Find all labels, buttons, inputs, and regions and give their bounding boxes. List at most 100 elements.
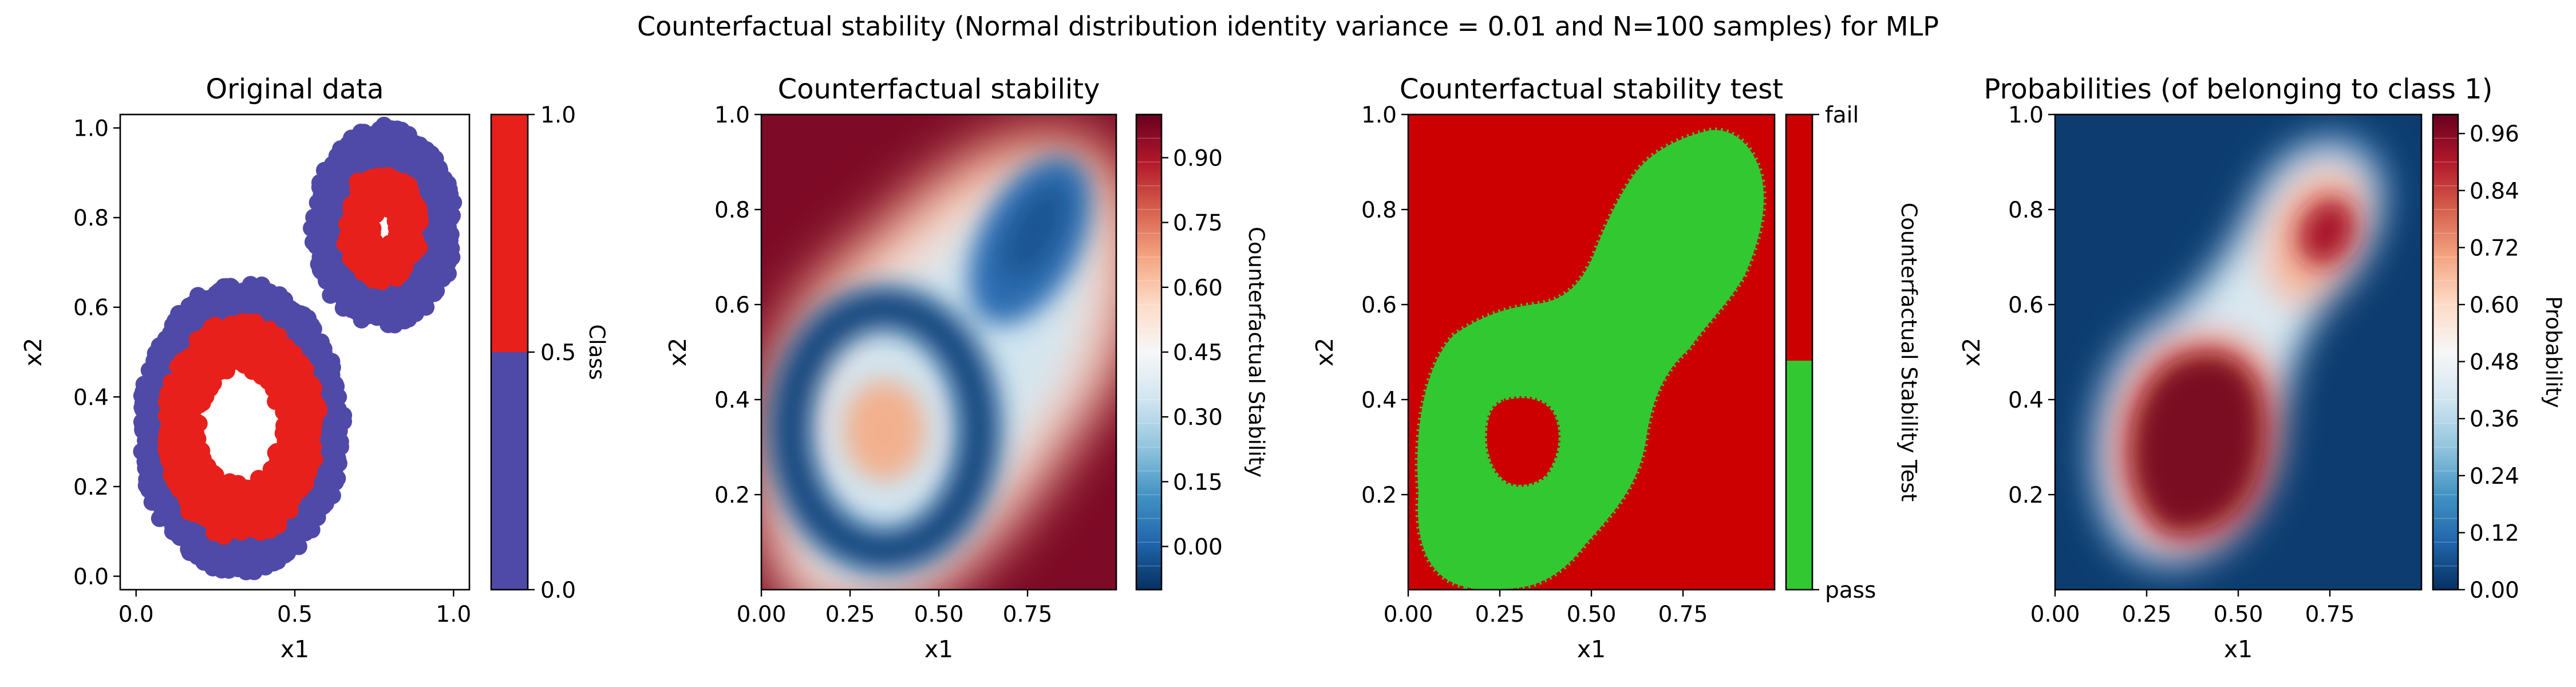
scatter-point	[140, 481, 157, 499]
scatter-point	[362, 232, 380, 250]
scatter-point	[285, 377, 302, 395]
scatter-point	[251, 543, 268, 560]
scatter-point	[201, 303, 219, 321]
colorbar-ticks: 0.00 0.15 0.30 0.45 0.60 0.75 0.90	[1161, 145, 1223, 560]
center-fail-region	[1485, 396, 1561, 487]
scatter-point	[268, 447, 286, 464]
panel-counterfactual-stability: Counterfactual stability 0.00 0.25 0.50 0.7…	[664, 73, 1269, 663]
scatter-point	[311, 212, 329, 230]
panel-title-counterfactual-stability: Counterfactual stability	[778, 73, 1100, 105]
scatter-point	[318, 422, 335, 440]
x-axis-label: x1	[2224, 635, 2253, 663]
scatter-point	[135, 376, 153, 393]
scatter-point	[199, 355, 216, 373]
scatter-point	[321, 358, 338, 376]
colorbar-ticks: 0.0 0.5 1.0	[528, 102, 576, 603]
scatter-point	[361, 130, 378, 148]
y-axis: 0.2 0.4 0.6 0.8 1.0	[714, 102, 761, 508]
panel-title-stability-test: Counterfactual stability test	[1400, 73, 1783, 105]
scatter-point	[212, 479, 230, 497]
colorbar-tick-label: 0.75	[1173, 211, 1223, 236]
y-tick-label: 1.0	[2008, 102, 2044, 128]
scatter-point	[256, 339, 274, 357]
x-axis-label: x1	[280, 635, 309, 663]
colorbar-tick-label: 0.90	[1173, 145, 1223, 171]
scatter-point	[400, 145, 418, 163]
panel-probabilities: Probabilities (of belonging to class 1) …	[1958, 73, 2566, 663]
y-tick-label: 0.2	[714, 483, 750, 508]
panel-original-data: Original data 0.0 0.5 1.0 0.0 0.2 0.4 0.6 0.8 1…	[19, 73, 609, 663]
scatter-point	[430, 162, 448, 180]
x-tick-label: 0.75	[1003, 602, 1053, 627]
scatter-point	[406, 230, 424, 247]
scatter-point	[414, 282, 432, 299]
colorbar-tick-label: 0.00	[1173, 535, 1223, 560]
scatter-point	[276, 479, 294, 496]
scatter-point	[334, 299, 352, 317]
y-axis-label: x2	[19, 338, 47, 366]
scatter-point	[335, 159, 353, 177]
colorbar-fail	[1786, 114, 1812, 361]
scatter-point	[178, 492, 196, 510]
y-axis-label: x2	[1958, 338, 1985, 366]
y-tick-label: 1.0	[73, 116, 109, 141]
colorbar-tick-label: 0.60	[1173, 275, 1223, 301]
scatter-point	[165, 322, 183, 339]
scatter-point	[353, 203, 370, 220]
colorbar-label: Counterfactual Stability	[1244, 227, 1269, 477]
scatter-point	[185, 521, 203, 539]
colorbar-tick-label: 0.45	[1173, 340, 1223, 366]
y-tick-label: 0.6	[73, 295, 109, 321]
x-tick-label: 0.75	[1658, 602, 1708, 627]
x-tick-label: 1.0	[436, 602, 471, 627]
scatter-point	[313, 187, 330, 204]
colorbar-tick-label: 0.84	[2470, 179, 2519, 204]
scatter-point	[358, 251, 376, 269]
scatter-point	[434, 270, 452, 287]
scatter-point	[176, 409, 193, 427]
scatter-point	[289, 313, 306, 331]
scatter-point	[317, 259, 334, 277]
scatter-point	[234, 330, 251, 348]
colorbar-tick-fail: fail	[1825, 102, 1859, 128]
scatter-point	[374, 127, 392, 144]
colorbar-tick-label: 0.0	[540, 578, 576, 603]
scatter-point	[162, 384, 180, 401]
scatter-point	[288, 397, 306, 414]
stability-heatmap	[761, 114, 1116, 590]
panel-title-probabilities: Probabilities (of belonging to class 1)	[1984, 73, 2493, 105]
y-tick-label: 0.8	[2008, 198, 2044, 223]
x-tick-label: 0.50	[2214, 602, 2263, 627]
colorbar-class-0	[491, 352, 528, 590]
colorbar-tick-label: 0.00	[2470, 578, 2519, 603]
colorbar-tick-label: 0.60	[2470, 293, 2519, 318]
scatter-point	[235, 289, 253, 306]
scatter-point	[393, 121, 410, 139]
scatter-point	[153, 500, 171, 518]
probability-heatmap	[2055, 114, 2421, 590]
scatter-point	[261, 372, 279, 390]
scatter-point	[366, 267, 384, 285]
panel-title-original-data: Original data	[206, 73, 384, 105]
y-tick-label: 0.2	[2008, 483, 2044, 508]
scatter-point	[261, 283, 279, 301]
y-tick-label: 0.4	[2008, 388, 2044, 413]
scatter-point	[150, 346, 168, 364]
scatter-point	[190, 546, 208, 564]
scatter-point	[215, 361, 233, 379]
y-tick-label: 0.6	[2008, 293, 2044, 318]
colorbar-frame	[2432, 113, 2459, 591]
scatter-point	[202, 324, 219, 342]
scatter-point	[180, 474, 197, 491]
scatter-point	[343, 220, 360, 238]
scatter-point	[197, 388, 215, 405]
scatter-point	[199, 457, 216, 475]
x-axis: 0.00 0.25 0.50 0.75	[2030, 590, 2354, 627]
scatter-point	[140, 435, 157, 453]
colorbar-tick-pass: pass	[1825, 578, 1876, 603]
y-axis-label: x2	[1311, 338, 1338, 366]
scatter-point	[243, 362, 261, 380]
scatter-point	[444, 207, 461, 224]
x-tick-label: 0.25	[2122, 602, 2172, 627]
